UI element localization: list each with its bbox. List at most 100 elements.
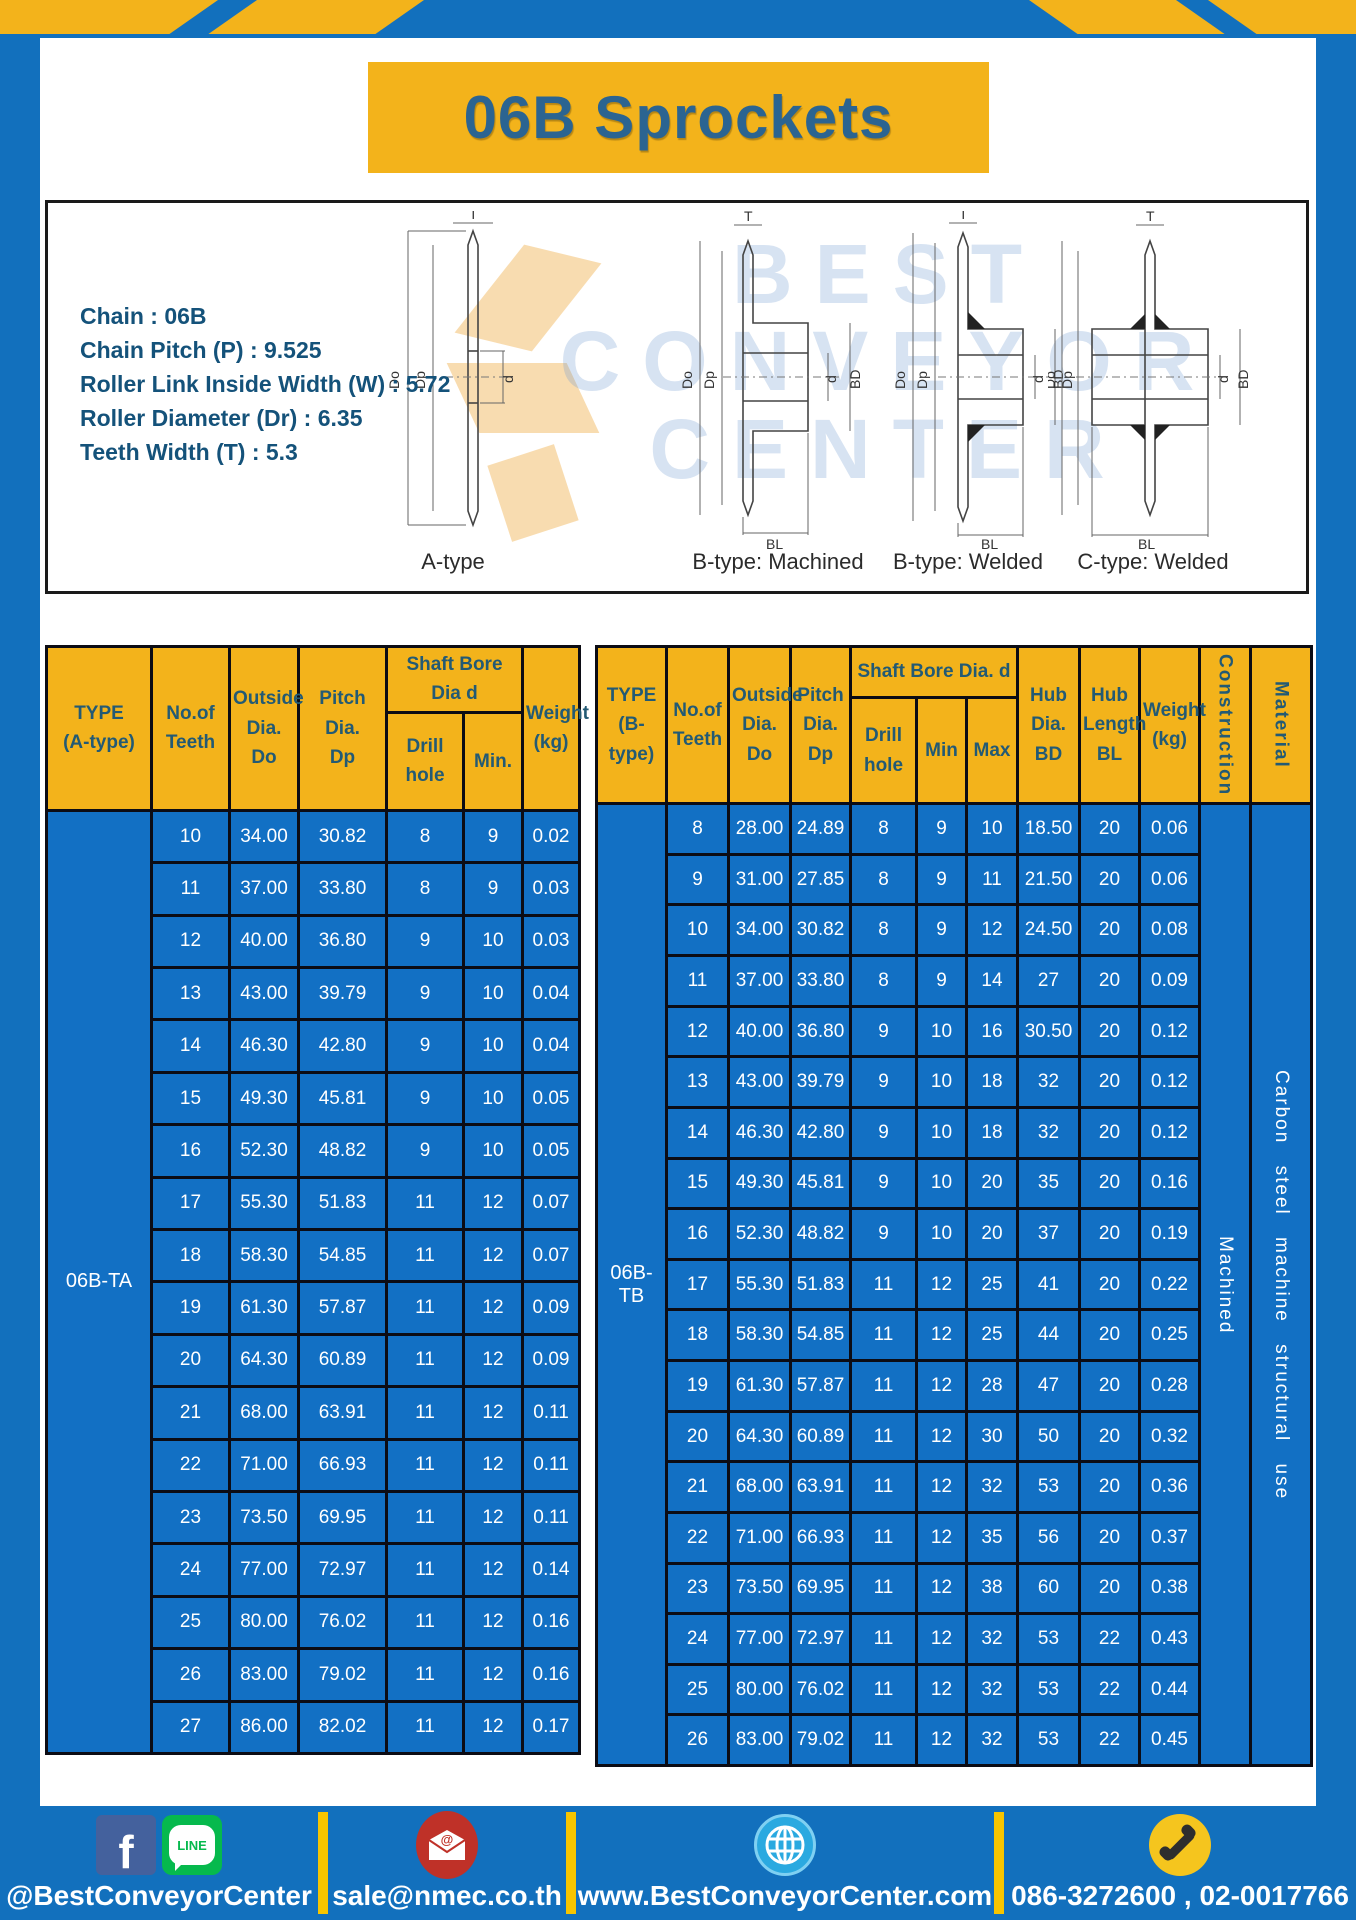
table-cell: 12 (965, 903, 1019, 958)
col-header-min: Min. (462, 710, 524, 812)
table-cell: 24.89 (789, 802, 852, 856)
table-cell: 23 (665, 1561, 730, 1616)
phone-numbers-text[interactable]: 086-3272600 , 02-0017766 (1011, 1880, 1349, 1911)
table-cell: 16 (665, 1207, 730, 1261)
table-cell: 11 (385, 1280, 465, 1336)
table-row: 21 68.00 63.91 11 12 32 53 20 0.36 (597, 1460, 1312, 1514)
dim-label-t: T (959, 211, 968, 222)
table-cell: 73.50 (228, 1489, 300, 1546)
table-cell: 8 (849, 802, 918, 856)
table-cell: 10 (462, 1018, 524, 1074)
phone-icon[interactable] (1149, 1814, 1211, 1876)
dim-label-do: Do (1048, 371, 1058, 389)
drawing-caption-b-machined: B-type: Machined (692, 549, 864, 574)
footer-social-segment[interactable]: f LINE @BestConveyorCenter (0, 1806, 318, 1920)
spec-line: Chain : 06B (80, 303, 207, 329)
table-cell: 82.02 (297, 1699, 388, 1756)
table-cell: 12 (915, 1409, 968, 1464)
table-cell: 44 (1016, 1308, 1081, 1363)
table-row: 19 61.30 57.87 11 12 0.09 (47, 1280, 581, 1336)
table-cell: 12 (915, 1510, 968, 1565)
table-cell: 20 (1078, 1359, 1141, 1413)
table-cell: 0.11 (521, 1489, 581, 1546)
table-cell: 11 (385, 1385, 465, 1441)
line-app-icon[interactable]: LINE (162, 1815, 222, 1875)
table-cell: 22 (1078, 1662, 1141, 1717)
dim-label-do: Do (679, 371, 695, 389)
social-handle-text[interactable]: @BestConveyorCenter (6, 1880, 312, 1911)
table-row: 23 73.50 69.95 11 12 0.11 (47, 1489, 581, 1546)
table-cell: 18 (665, 1308, 730, 1363)
dim-label-t: T (469, 211, 478, 222)
sprocket-drawing-b-welded: Do Dp T d BD BL (863, 211, 1063, 551)
facebook-icon[interactable]: f (96, 1815, 156, 1875)
dim-label-bl: BL (1138, 536, 1155, 551)
table-cell: 12 (915, 1612, 968, 1666)
col-header-type: TYPE (A-type) (45, 645, 153, 812)
table-cell: 51.83 (297, 1175, 388, 1232)
table-cell: 0.17 (521, 1699, 581, 1756)
table-cell: 68.00 (228, 1385, 300, 1441)
table-cell: 19 (665, 1359, 730, 1413)
table-cell: 40.00 (727, 1004, 792, 1059)
table-cell: 0.19 (1138, 1207, 1201, 1261)
table-row: 24 77.00 72.97 11 12 0.14 (47, 1542, 581, 1598)
table-cell: 20 (1078, 1055, 1141, 1109)
table-cell: 40.00 (228, 913, 300, 970)
table-cell: 36.80 (297, 913, 388, 970)
table-row: 12 40.00 36.80 9 10 0.03 (47, 913, 581, 970)
col-header-drill-hole: Drill hole (385, 710, 465, 812)
table-cell: 18.50 (1016, 802, 1081, 856)
table-cell: 25 (150, 1594, 231, 1651)
table-cell: 18 (965, 1105, 1019, 1160)
footer-phone-segment[interactable]: 086-3272600 , 02-0017766 (1004, 1806, 1356, 1920)
table-cell: 37.00 (228, 861, 300, 917)
table-cell: 11 (849, 1257, 918, 1312)
dim-label-t: T (744, 211, 753, 224)
table-cell: 28 (965, 1359, 1019, 1413)
col-header-max: Max (965, 695, 1019, 806)
email-icon[interactable]: @ (416, 1811, 478, 1879)
table-cell: 30 (965, 1409, 1019, 1464)
table-cell: 42.80 (789, 1105, 852, 1160)
footer-email-segment[interactable]: @ sale@nmec.co.th (328, 1806, 566, 1920)
table-cell: 12 (462, 1594, 524, 1651)
table-cell: 55.30 (727, 1257, 792, 1312)
table-cell: 0.06 (1138, 802, 1201, 856)
table-row: 06B-TB 8 28.00 24.89 8 9 10 18.50 20 0.0… (595, 802, 1313, 1768)
table-cell: 9 (915, 852, 968, 907)
table-row: 14 46.30 42.80 9 10 0.04 (47, 1018, 581, 1074)
table-cell: 17 (665, 1257, 730, 1312)
table-cell: 80.00 (727, 1662, 792, 1717)
yellow-stripe (1029, 0, 1225, 34)
table-body: 06B-TA 10 34.00 30.82 8 9 0.02 11 37.00 33… (45, 808, 581, 1756)
website-text[interactable]: www.BestConveyorCenter.com (577, 1880, 993, 1911)
table-cell: 0.04 (521, 966, 581, 1022)
table-cell: 0.12 (1138, 1105, 1201, 1160)
table-cell: 12 (462, 1647, 524, 1703)
table-cell: 8 (665, 802, 730, 856)
table-cell: 22 (150, 1437, 231, 1493)
table-cell: 25 (965, 1308, 1019, 1363)
table-cell: 27 (1016, 954, 1081, 1008)
table-cell: 30.82 (297, 808, 388, 865)
table-cell: 20 (1078, 1004, 1141, 1059)
table-cell: 21 (150, 1385, 231, 1441)
email-text[interactable]: sale@nmec.co.th (332, 1880, 562, 1911)
table-cell: 12 (915, 1561, 968, 1616)
footer-divider (318, 1812, 328, 1914)
footer-website-segment[interactable]: www.BestConveyorCenter.com (576, 1806, 994, 1920)
globe-icon[interactable] (754, 1814, 816, 1876)
col-header-construction: Construction (1198, 644, 1252, 806)
table-cell: 20 (1078, 1156, 1141, 1211)
table-cell: 0.07 (521, 1175, 581, 1232)
table-cell: 11 (965, 852, 1019, 907)
table-cell: 11 (849, 1460, 918, 1514)
table-row: 16 52.30 48.82 9 10 0.05 (47, 1123, 581, 1179)
table-cell: 0.16 (521, 1594, 581, 1651)
table-cell: 35 (965, 1510, 1019, 1565)
col-header-drill-hole: Drill hole (849, 695, 918, 806)
table-cell: 0.04 (521, 1018, 581, 1074)
table-cell: 17 (150, 1175, 231, 1232)
